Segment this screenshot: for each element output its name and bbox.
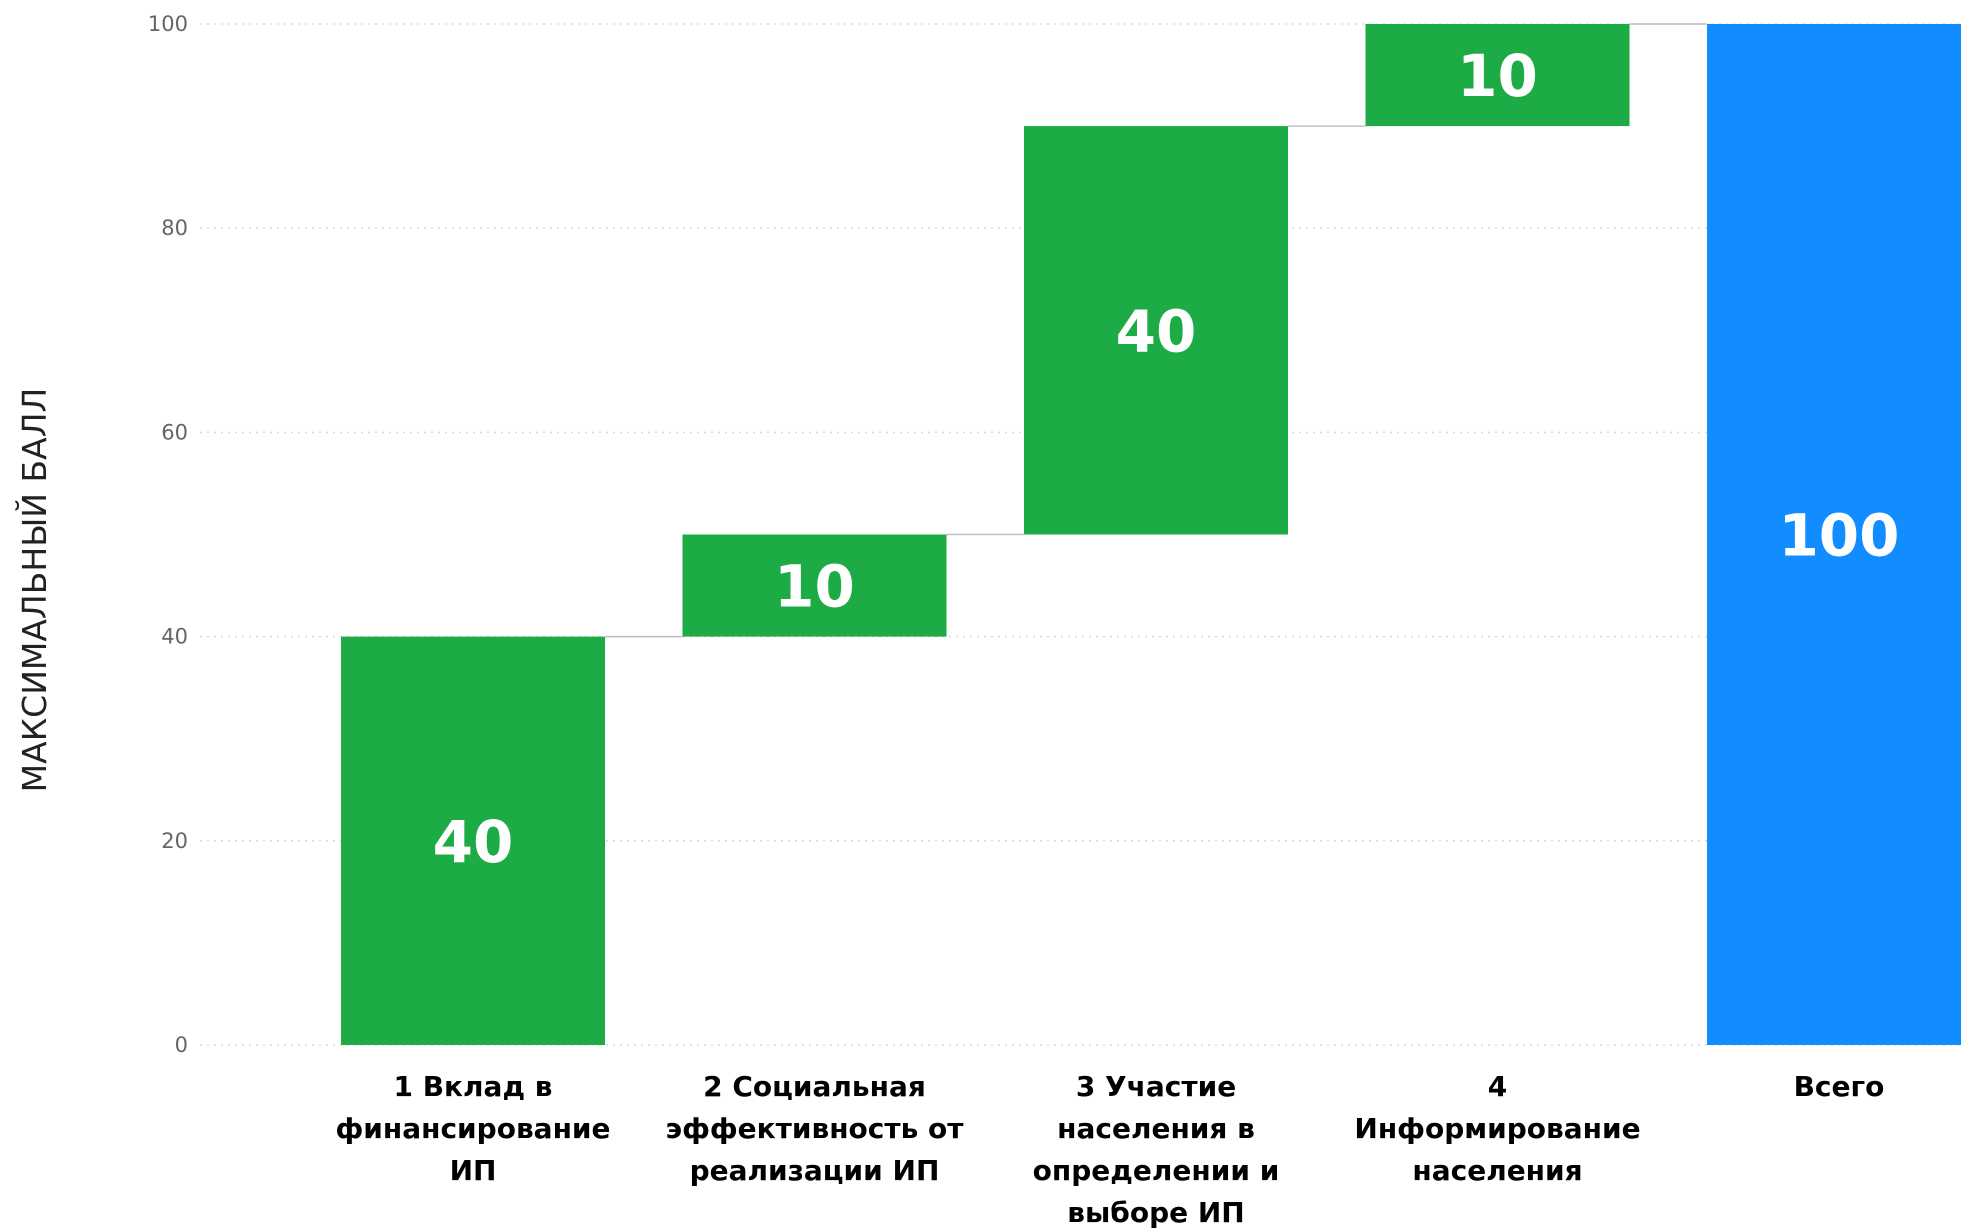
x-category-label: 2 Социальная <box>703 1070 926 1103</box>
x-category-label: населения <box>1412 1154 1582 1187</box>
connectors <box>605 23 1707 638</box>
bar-value-label: 40 <box>433 808 514 876</box>
x-category-label: эффективность от <box>665 1112 964 1145</box>
increase-bar <box>1365 24 1630 127</box>
x-category-label: Информирование <box>1354 1112 1640 1145</box>
x-category-label: населения в <box>1057 1112 1255 1145</box>
increase-bar <box>1024 126 1288 535</box>
bar-value-label: 40 <box>1116 297 1197 365</box>
increase-bar <box>682 534 947 637</box>
y-tick-label: 80 <box>161 216 188 240</box>
total-bar <box>1707 24 1961 1045</box>
bar-value-labels: 40 10 40 10 100 <box>433 42 1900 876</box>
bar-value-label: 10 <box>1457 42 1538 110</box>
y-tick-label: 20 <box>161 829 188 853</box>
x-category-label: ИП <box>450 1154 497 1187</box>
y-tick-label: 100 <box>148 12 188 36</box>
x-category-label: Всего <box>1794 1070 1885 1103</box>
increase-bar <box>341 636 605 1045</box>
y-axis-ticks: 0 20 40 60 80 100 <box>148 12 188 1057</box>
x-category-label: реализации ИП <box>690 1154 940 1187</box>
y-axis-title: МАКСИМАЛЬНЫЙ БАЛЛ <box>14 388 54 793</box>
bar-value-label: 100 <box>1778 502 1899 570</box>
bar-value-label: 10 <box>774 553 855 621</box>
x-category-label: выборе ИП <box>1067 1196 1244 1229</box>
x-category-label: 4 <box>1488 1070 1507 1103</box>
x-category-label: 3 Участие <box>1076 1070 1236 1103</box>
x-category-label: 1 Вклад в <box>393 1070 552 1103</box>
bars <box>341 24 1961 1045</box>
x-axis-categories: 1 Вклад в финансирование ИП 2 Социальная эфф… <box>335 1070 1884 1229</box>
x-category-label: финансирование <box>335 1112 610 1145</box>
y-tick-label: 0 <box>175 1033 188 1057</box>
y-tick-label: 40 <box>161 625 188 649</box>
y-tick-label: 60 <box>161 420 188 444</box>
x-category-label: определении и <box>1033 1154 1280 1187</box>
